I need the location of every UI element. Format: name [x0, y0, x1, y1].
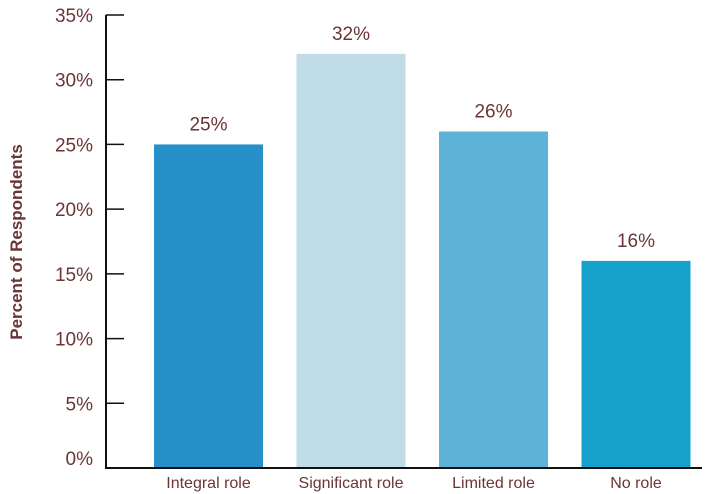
y-tick-label: 25%	[55, 135, 93, 156]
y-tick-label: 0%	[66, 449, 94, 470]
value-labels: 25% 32% 26% 16%	[189, 24, 655, 252]
category-label: Limited role	[452, 475, 535, 492]
bar-value-label: 32%	[332, 24, 370, 45]
category-labels: Integral role Significant role Limited rol…	[166, 475, 662, 492]
bar	[581, 260, 691, 468]
category-label: Significant role	[299, 475, 404, 492]
bars	[154, 53, 691, 468]
y-tick-label: 30%	[55, 71, 93, 92]
bar-value-label: 16%	[617, 231, 655, 252]
bar	[439, 131, 548, 468]
bar-value-label: 25%	[189, 114, 227, 135]
bar	[296, 53, 406, 468]
category-label: No role	[610, 475, 662, 492]
y-tick-label: 10%	[55, 330, 93, 351]
y-axis-label: Percent of Respondents	[7, 144, 26, 340]
y-tick-label: 35%	[55, 6, 93, 27]
bar-value-label: 26%	[474, 101, 512, 122]
y-tick-label: 5%	[66, 394, 94, 415]
bar	[154, 144, 263, 468]
y-tick-label: 20%	[55, 200, 93, 221]
category-label: Integral role	[166, 475, 251, 492]
y-axis-ticks: 0% 5% 10% 15% 20% 25% 30% 35%	[55, 6, 124, 470]
y-tick-label: 15%	[55, 265, 93, 286]
